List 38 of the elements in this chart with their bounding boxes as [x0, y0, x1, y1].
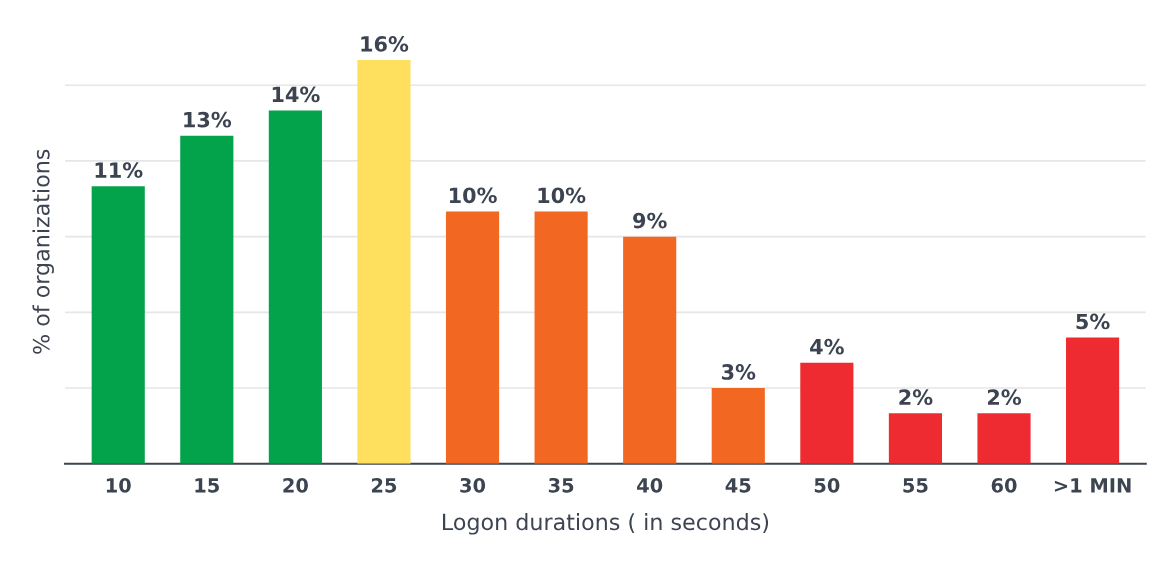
data-label: 10% — [449, 187, 497, 204]
x-tick-label: 60 — [991, 477, 1017, 493]
data-label: 9% — [633, 212, 667, 229]
bar — [445, 211, 500, 464]
x-tick-label: 10 — [106, 477, 131, 493]
data-label: 3% — [721, 364, 756, 380]
bar — [1066, 337, 1120, 464]
x-tick-label: 55 — [903, 478, 928, 493]
data-label: 14% — [272, 86, 320, 103]
bar — [888, 413, 942, 464]
bar — [977, 413, 1031, 464]
data-label: 11% — [95, 162, 143, 178]
x-axis-title: Logon durations ( in seconds) — [443, 513, 769, 535]
data-label: 2% — [899, 389, 933, 406]
x-tick-label: 40 — [637, 477, 663, 493]
x-tick-label: 25 — [371, 477, 397, 493]
x-tick-label: 50 — [814, 477, 840, 493]
x-tick-label: 35 — [548, 477, 574, 493]
bar — [357, 60, 411, 464]
bar — [91, 186, 145, 464]
bar — [534, 211, 588, 464]
x-tick-label: 30 — [460, 477, 486, 493]
bar — [800, 362, 854, 464]
data-label: 13% — [184, 111, 232, 128]
data-label: 2% — [987, 389, 1022, 406]
bar — [180, 135, 234, 464]
data-label: 10% — [538, 187, 586, 204]
x-tick-label: 15 — [195, 478, 219, 493]
bar — [711, 388, 765, 464]
y-axis-title: % of organizations — [32, 149, 54, 354]
bar — [268, 110, 322, 464]
bar — [623, 236, 677, 464]
data-label: 4% — [810, 338, 844, 355]
x-tick-label: >1 MIN — [1054, 478, 1131, 493]
data-label: 5% — [1076, 313, 1110, 330]
x-tick-label: 45 — [725, 478, 751, 493]
data-label: 16% — [361, 36, 409, 52]
x-tick-label: 20 — [283, 477, 308, 493]
